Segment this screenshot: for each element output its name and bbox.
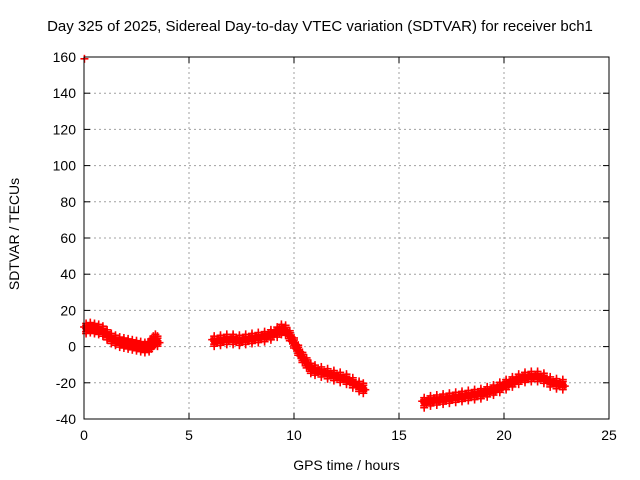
y-tick-label-4: 40 xyxy=(60,266,76,282)
x-axis-label: GPS time / hours xyxy=(293,457,400,473)
y-tick-label-7: 100 xyxy=(53,158,77,174)
y-axis-label: SDTVAR / TECUs xyxy=(6,177,22,291)
y-tick-label-6: 80 xyxy=(60,194,76,210)
x-tick-label-4: 20 xyxy=(496,427,512,443)
y-tick-label-1: -20 xyxy=(56,375,76,391)
x-tick-label-3: 15 xyxy=(391,427,407,443)
data-trace-segment-1 xyxy=(210,325,367,392)
x-tick-label-5: 25 xyxy=(601,427,617,443)
y-tick-label-9: 140 xyxy=(53,85,77,101)
y-tick-label-0: -40 xyxy=(56,411,76,427)
y-tick-label-2: 0 xyxy=(68,339,76,355)
data-trace-segment-2 xyxy=(420,372,567,407)
y-tick-label-5: 60 xyxy=(60,230,76,246)
y-tick-label-3: 20 xyxy=(60,302,76,318)
data-trace-segment-0 xyxy=(82,324,161,352)
x-tick-label-1: 5 xyxy=(185,427,193,443)
y-tick-label-10: 160 xyxy=(53,49,77,65)
x-tick-label-0: 0 xyxy=(80,427,88,443)
y-tick-label-8: 120 xyxy=(53,121,77,137)
x-tick-label-2: 10 xyxy=(286,427,302,443)
chart-title: Day 325 of 2025, Sidereal Day-to-day VTE… xyxy=(47,18,593,35)
